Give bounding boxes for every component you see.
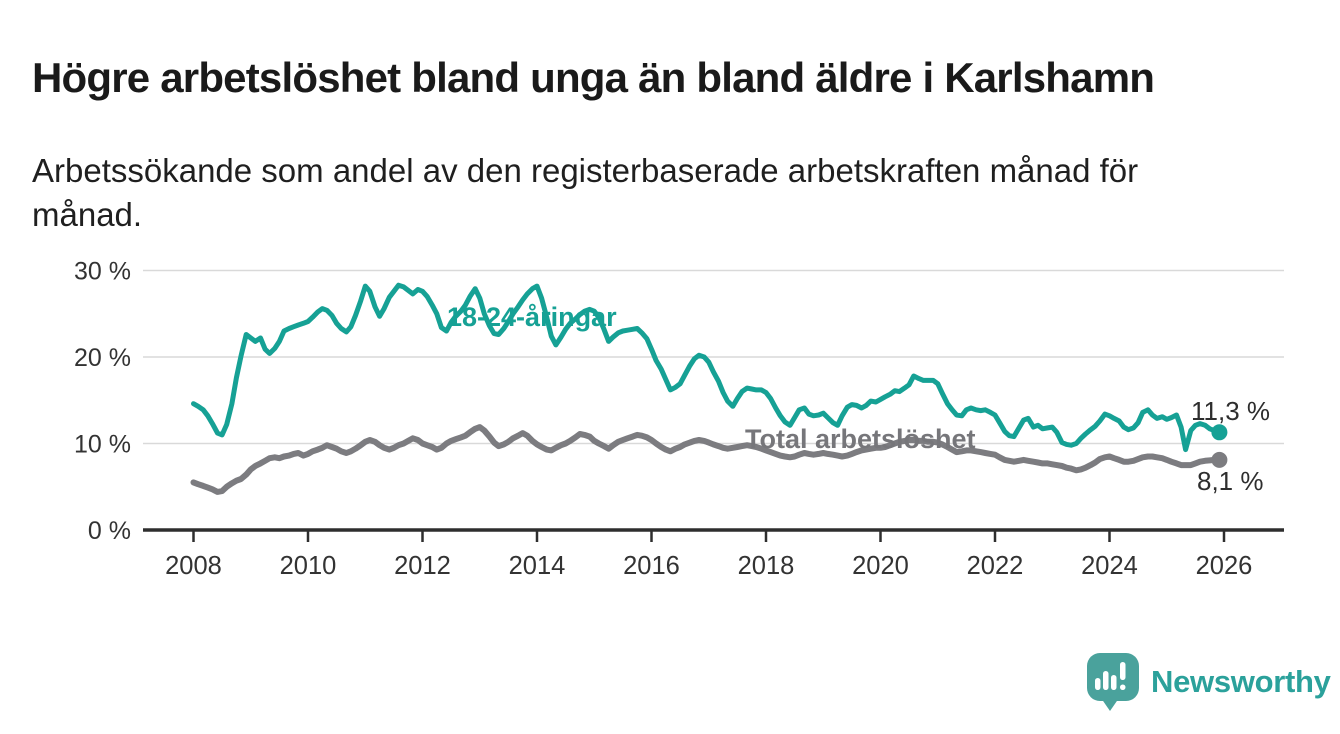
end-value-label-total: 8,1 % bbox=[1197, 466, 1264, 496]
x-tick-label-2010: 2010 bbox=[280, 552, 337, 580]
end-dot-young bbox=[1211, 424, 1228, 441]
y-tick-label: 20 % bbox=[74, 344, 131, 372]
bar-chart-speech-bubble-icon bbox=[1087, 653, 1139, 711]
x-tick-label-2024: 2024 bbox=[1081, 552, 1138, 580]
x-tick-label-2022: 2022 bbox=[967, 552, 1024, 580]
series-label-total: Total arbetslöshet bbox=[745, 424, 976, 454]
x-tick-label-2016: 2016 bbox=[623, 552, 680, 580]
series-line-total bbox=[190, 424, 1223, 495]
x-tick-label-2018: 2018 bbox=[738, 552, 795, 580]
end-dot-total bbox=[1211, 451, 1228, 468]
y-tick-label: 0 % bbox=[88, 517, 131, 545]
chart-graphics-layer: 0 % 10 % 20 % 30 % 2008 2010 2012 2014 2016 2018 2… bbox=[74, 258, 1284, 580]
unemployment-line-chart: 0 % 10 % 20 % 30 % 2008 2010 2012 2014 2016 2018 2… bbox=[74, 258, 1284, 580]
series-line-young bbox=[191, 282, 1222, 453]
brand-name: Newsworthy bbox=[1151, 664, 1331, 699]
y-tick-label: 30 % bbox=[74, 258, 131, 286]
x-tick-label-2014: 2014 bbox=[509, 552, 566, 580]
page-subtitle: Arbetssökande som andel av den registerb… bbox=[32, 152, 1139, 233]
x-tick-label-2008: 2008 bbox=[165, 552, 222, 580]
x-tick-label-2020: 2020 bbox=[852, 552, 909, 580]
page-title: Högre arbetslöshet bland unga än bland ä… bbox=[32, 54, 1155, 102]
end-value-label-young: 11,3 % bbox=[1191, 396, 1270, 426]
series-label-young: 18-24-åringar bbox=[447, 302, 617, 332]
newsworthy-branding: Newsworthy bbox=[1086, 652, 1331, 712]
y-tick-label: 10 % bbox=[74, 431, 131, 459]
x-tick-label-2026: 2026 bbox=[1196, 552, 1253, 580]
x-tick-label-2012: 2012 bbox=[394, 552, 451, 580]
